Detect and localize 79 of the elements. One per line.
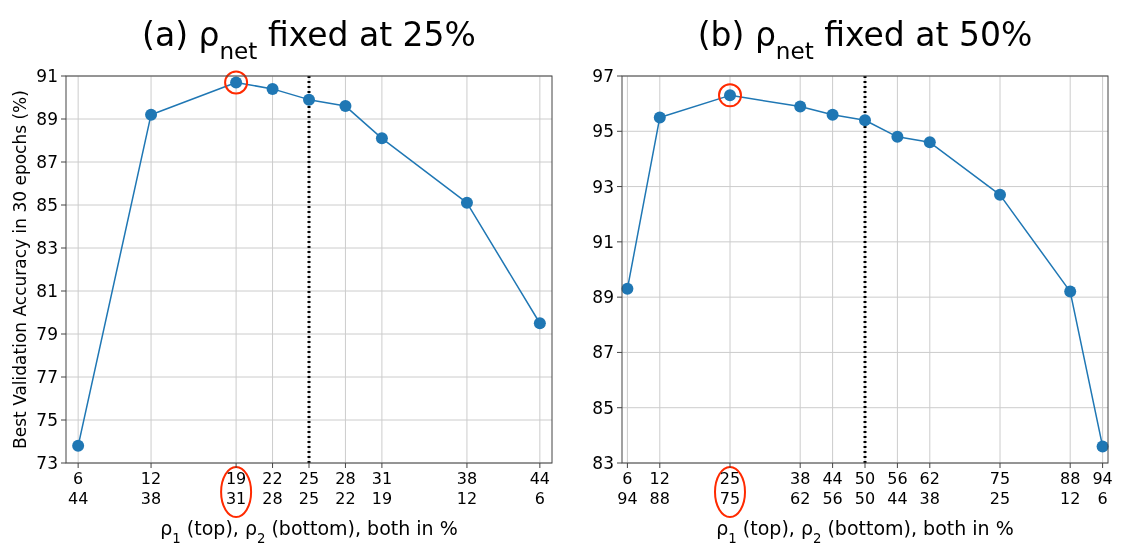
y-axis-title: Best Validation Accuracy in 30 epochs (%) (10, 90, 30, 449)
x-axis-title: ρ$_{1}$ (top), ρ$_{2}$ (bottom), both in % (716, 517, 1014, 546)
y-tick-label: 83 (592, 452, 614, 473)
x2-tick-label: 50 (854, 489, 876, 508)
x2-tick-label: 12 (456, 489, 478, 508)
point (891, 130, 904, 143)
chart-title: (a) ρ$_{net}$ fixed at 25% (142, 15, 476, 64)
x-tick-label: 25 (298, 469, 320, 488)
x2-tick-label: 75 (719, 489, 741, 508)
y-tick-label: 91 (592, 231, 614, 252)
x-tick-label: 56 (887, 469, 908, 488)
x-tick-label: 12 (649, 469, 670, 488)
x-tick-label: 12 (140, 469, 162, 488)
x-axis-title: ρ$_{1}$ (top), ρ$_{2}$ (bottom), both in % (160, 517, 458, 546)
x2-tick-label: 12 (1060, 489, 1081, 508)
y-tick-label: 95 (592, 121, 614, 142)
x-tick-label: 38 (456, 469, 478, 488)
x-tick-label: 44 (529, 469, 551, 488)
point (460, 196, 473, 209)
point (303, 93, 315, 106)
x2-tick-label: 6 (1097, 489, 1108, 508)
y-tick-label: 87 (592, 342, 614, 363)
x-tick-label: 22 (262, 469, 283, 488)
x2-tick-label: 38 (140, 489, 162, 508)
y-tick-label: 85 (36, 194, 58, 215)
x2-tick-label: 62 (790, 489, 811, 508)
x2-tick-label: 19 (371, 489, 393, 508)
x-tick-label: 44 (822, 469, 843, 488)
x2-tick-label: 44 (67, 489, 89, 508)
y-tick-label: 87 (36, 151, 58, 172)
point (923, 136, 936, 149)
y-tick-label: 91 (36, 65, 58, 86)
point (1064, 285, 1077, 298)
y-tick-label: 83 (36, 237, 58, 258)
point (533, 317, 546, 330)
y-tick-label: 77 (36, 366, 58, 387)
point (145, 108, 158, 121)
point (72, 439, 85, 452)
x-tick-label: 19 (225, 469, 247, 488)
point (266, 82, 279, 95)
x-tick-label: 38 (790, 469, 811, 488)
x2-tick-label: 25 (989, 489, 1011, 508)
point (375, 132, 388, 145)
x-tick-label: 28 (335, 469, 356, 488)
point (653, 111, 666, 124)
x2-tick-label: 44 (887, 489, 908, 508)
x-tick-label: 31 (371, 469, 393, 488)
x2-tick-label: 31 (225, 489, 247, 508)
y-tick-label: 85 (592, 397, 614, 418)
y-tick-label: 89 (592, 287, 614, 308)
x2-tick-label: 56 (822, 489, 843, 508)
x-tick-label: 75 (989, 469, 1011, 488)
x2-tick-label: 22 (335, 489, 356, 508)
x-tick-label: 62 (919, 469, 940, 488)
y-tick-label: 89 (36, 108, 58, 129)
x-tick-label: 94 (1092, 469, 1113, 488)
point (994, 188, 1006, 201)
point (794, 100, 807, 113)
y-tick-label: 97 (592, 65, 614, 86)
x-tick-label: 6 (73, 469, 84, 488)
x-tick-label: 88 (1060, 469, 1081, 488)
x2-tick-label: 6 (534, 489, 545, 508)
x2-tick-label: 94 (617, 489, 638, 508)
y-tick-label: 93 (592, 176, 614, 197)
x-tick-label: 6 (622, 469, 633, 488)
point (859, 114, 871, 127)
y-tick-label: 73 (36, 452, 58, 473)
y-tick-label: 75 (36, 409, 58, 430)
x-tick-label: 50 (854, 469, 876, 488)
x2-tick-label: 25 (298, 489, 320, 508)
y-tick-label: 81 (36, 280, 58, 301)
y-tick-label: 79 (36, 323, 58, 344)
point (339, 100, 352, 113)
chart-title: (b) ρ$_{net}$ fixed at 50% (697, 15, 1033, 64)
x2-tick-label: 88 (649, 489, 670, 508)
x2-tick-label: 38 (919, 489, 940, 508)
x-tick-label: 25 (719, 469, 741, 488)
point (826, 108, 839, 121)
x2-tick-label: 28 (262, 489, 283, 508)
